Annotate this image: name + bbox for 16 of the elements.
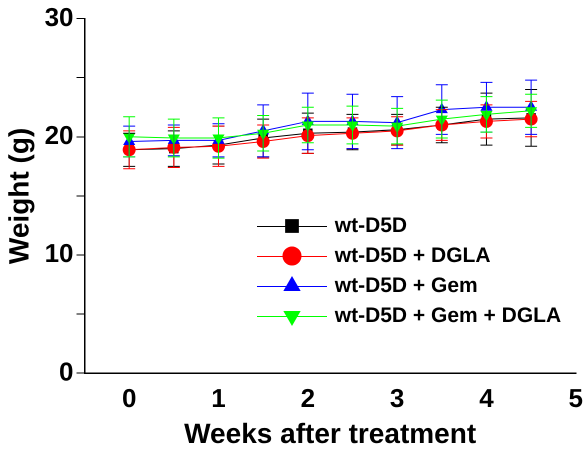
legend-label: wt-D5D + Gem + DGLA <box>334 303 562 330</box>
y-tick-label: 10 <box>44 238 74 268</box>
x-tick-label: 4 <box>479 382 494 413</box>
x-tick-label: 3 <box>390 382 404 413</box>
x-tick-label: 2 <box>300 382 316 413</box>
x-axis-title: Weeks after treatment <box>184 418 476 449</box>
legend-label: wt-D5D <box>334 213 408 240</box>
y-axis-title: Weight (g) <box>4 128 35 264</box>
legend-label: wt-D5D + Gem <box>334 273 478 300</box>
x-tick-label: 0 <box>122 382 136 413</box>
legend-label: wt-D5D + DGLA <box>334 243 491 270</box>
y-tick-label: 30 <box>44 2 74 32</box>
y-tick-label: 0 <box>59 356 74 386</box>
x-tick-label: 1 <box>211 382 226 413</box>
y-tick-label: 20 <box>44 120 74 150</box>
x-tick-label: 5 <box>568 382 584 413</box>
